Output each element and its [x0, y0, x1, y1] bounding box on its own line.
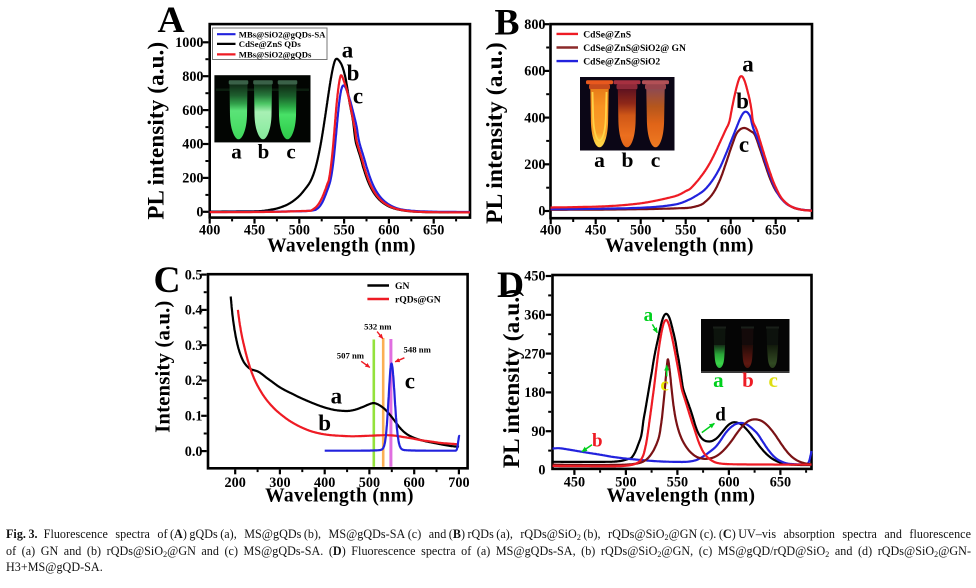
svg-text:0.5: 0.5: [185, 267, 203, 283]
svg-text:rQDs@GN: rQDs@GN: [395, 294, 441, 305]
svg-text:CdSe@ZnS QDs: CdSe@ZnS QDs: [239, 39, 302, 49]
svg-text:650: 650: [770, 475, 791, 491]
svg-text:b: b: [592, 431, 603, 452]
svg-text:a: a: [342, 38, 354, 63]
svg-text:c: c: [353, 84, 363, 109]
svg-text:c: c: [739, 132, 749, 157]
svg-text:600: 600: [720, 223, 741, 239]
svg-text:600: 600: [718, 475, 739, 491]
svg-text:360: 360: [524, 308, 545, 324]
svg-text:600: 600: [404, 475, 425, 491]
svg-text:a: a: [331, 384, 343, 409]
svg-text:a: a: [713, 368, 724, 392]
svg-text:0: 0: [538, 463, 545, 479]
svg-text:c: c: [651, 148, 661, 172]
svg-text:400: 400: [199, 223, 220, 239]
svg-text:b: b: [736, 89, 749, 114]
svg-text:MBs@SiO2@gQDs: MBs@SiO2@gQDs: [239, 50, 312, 60]
svg-text:0: 0: [538, 204, 545, 220]
svg-text:c: c: [769, 368, 778, 392]
svg-text:CdSe@ZnS@SiO2@ GN: CdSe@ZnS@SiO2@ GN: [583, 43, 686, 54]
svg-text:b: b: [742, 368, 754, 392]
svg-text:c: c: [286, 140, 295, 164]
svg-text:550: 550: [675, 223, 696, 239]
svg-text:Wavelength (nm): Wavelength (nm): [607, 485, 756, 506]
svg-text:0.3: 0.3: [185, 338, 203, 354]
svg-text:a: a: [231, 140, 242, 164]
svg-text:200: 200: [225, 475, 246, 491]
svg-text:600: 600: [524, 64, 545, 80]
svg-text:550: 550: [667, 475, 688, 491]
svg-text:450: 450: [585, 223, 606, 239]
svg-text:0.4: 0.4: [185, 303, 203, 319]
svg-text:PL intensity (a.u.): PL intensity (a.u.): [144, 42, 169, 220]
svg-text:507 nm: 507 nm: [337, 351, 365, 361]
svg-text:c: c: [660, 375, 668, 396]
svg-text:800: 800: [524, 17, 545, 33]
svg-text:200: 200: [182, 171, 203, 187]
svg-text:400: 400: [540, 223, 561, 239]
svg-text:300: 300: [269, 475, 290, 491]
svg-text:Intensity (a.u.): Intensity (a.u.): [152, 301, 175, 433]
svg-text:700: 700: [448, 475, 469, 491]
svg-text:600: 600: [182, 103, 203, 119]
svg-text:D: D: [497, 265, 524, 306]
svg-text:450: 450: [244, 223, 265, 239]
svg-text:200: 200: [524, 157, 545, 173]
svg-text:650: 650: [765, 223, 786, 239]
svg-text:650: 650: [423, 223, 444, 239]
svg-text:400: 400: [524, 110, 545, 126]
svg-text:b: b: [622, 148, 634, 172]
svg-text:CdSe@ZnS: CdSe@ZnS: [583, 29, 631, 40]
svg-text:a: a: [742, 52, 754, 77]
svg-text:b: b: [258, 140, 270, 164]
svg-text:Wavelength (nm): Wavelength (nm): [265, 485, 414, 506]
svg-text:600: 600: [378, 223, 399, 239]
svg-text:548 nm: 548 nm: [404, 344, 432, 354]
svg-text:A: A: [158, 0, 185, 41]
svg-text:C: C: [154, 260, 181, 301]
svg-text:Wavelength (nm): Wavelength (nm): [605, 236, 754, 257]
svg-text:90: 90: [531, 424, 545, 440]
svg-text:PL intensity (a.u.): PL intensity (a.u.): [499, 289, 525, 468]
svg-text:500: 500: [289, 223, 310, 239]
svg-text:a: a: [594, 148, 605, 172]
svg-text:d: d: [715, 405, 726, 426]
svg-text:500: 500: [615, 475, 636, 491]
svg-text:CdSe@ZnS@SiO2: CdSe@ZnS@SiO2: [583, 57, 660, 68]
svg-text:b: b: [347, 61, 360, 86]
svg-text:500: 500: [359, 475, 380, 491]
svg-text:GN: GN: [395, 281, 409, 292]
svg-text:270: 270: [524, 346, 545, 362]
svg-text:800: 800: [182, 69, 203, 85]
svg-text:550: 550: [333, 223, 354, 239]
svg-text:PL intensity (a.u.): PL intensity (a.u.): [482, 42, 508, 224]
svg-text:0: 0: [196, 205, 203, 221]
svg-text:500: 500: [630, 223, 651, 239]
svg-text:MBs@SiO2@gQDs-SA: MBs@SiO2@gQDs-SA: [239, 29, 326, 39]
svg-text:Wavelength (nm): Wavelength (nm): [267, 236, 416, 257]
svg-text:180: 180: [524, 385, 545, 401]
svg-text:450: 450: [564, 475, 585, 491]
svg-text:1000: 1000: [175, 35, 203, 51]
svg-text:450: 450: [524, 269, 545, 285]
svg-text:400: 400: [182, 137, 203, 153]
svg-text:532 nm: 532 nm: [364, 321, 392, 331]
svg-text:0.1: 0.1: [185, 409, 203, 425]
svg-text:a: a: [644, 305, 654, 326]
svg-text:0.0: 0.0: [185, 444, 203, 460]
svg-text:B: B: [495, 3, 520, 44]
svg-text:400: 400: [314, 475, 335, 491]
svg-text:b: b: [318, 411, 331, 436]
svg-text:0.2: 0.2: [185, 373, 203, 389]
svg-text:c: c: [405, 369, 415, 394]
